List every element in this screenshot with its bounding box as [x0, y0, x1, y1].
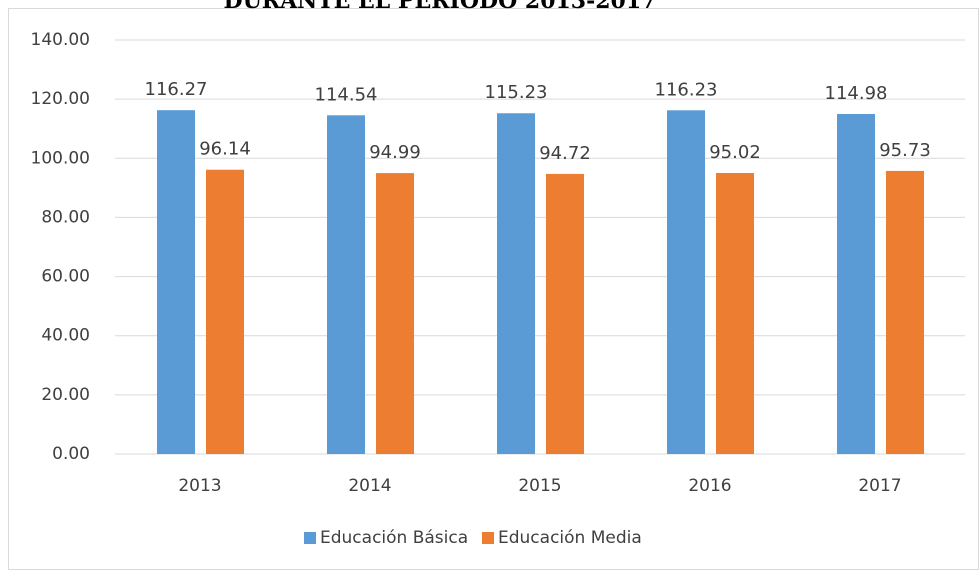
bar	[206, 169, 244, 454]
x-tick-label: 2017	[858, 476, 901, 496]
bar	[837, 113, 875, 454]
y-tick-label: 40.00	[41, 326, 90, 346]
data-label: 94.72	[539, 143, 591, 164]
x-tick-label: 2016	[688, 476, 731, 496]
chart-title: DURANTE EL PERIODO 2013-2017	[224, 0, 657, 14]
y-tick-label: 140.00	[31, 30, 90, 50]
data-label: 95.02	[709, 142, 761, 163]
y-tick-label: 100.00	[31, 148, 90, 168]
bar	[716, 173, 754, 455]
bar	[376, 173, 414, 454]
y-tick-label: 60.00	[41, 267, 90, 287]
legend-label: Educación Media	[498, 528, 642, 548]
bar	[157, 110, 195, 454]
data-label: 116.23	[655, 79, 718, 100]
data-label: 114.98	[825, 83, 888, 104]
y-tick-label: 20.00	[41, 385, 90, 405]
data-label: 96.14	[199, 139, 251, 160]
y-tick-label: 80.00	[41, 207, 90, 227]
x-tick-label: 2013	[178, 476, 221, 496]
legend-label: Educación Básica	[320, 528, 468, 548]
data-label: 115.23	[485, 82, 548, 103]
y-tick-label: 120.00	[31, 89, 90, 109]
x-tick-label: 2014	[348, 476, 391, 496]
bar	[327, 115, 365, 455]
bar	[497, 113, 535, 455]
bar	[546, 173, 584, 455]
data-label: 94.99	[369, 142, 421, 163]
data-label: 116.27	[145, 79, 208, 100]
legend-swatch	[304, 532, 316, 544]
data-label: 114.54	[315, 84, 378, 105]
x-tick-label: 2015	[518, 476, 561, 496]
bar	[886, 170, 924, 454]
bar	[667, 110, 705, 454]
y-tick-label: 0.00	[52, 444, 90, 464]
legend-swatch	[482, 532, 494, 544]
data-label: 95.73	[879, 140, 931, 161]
